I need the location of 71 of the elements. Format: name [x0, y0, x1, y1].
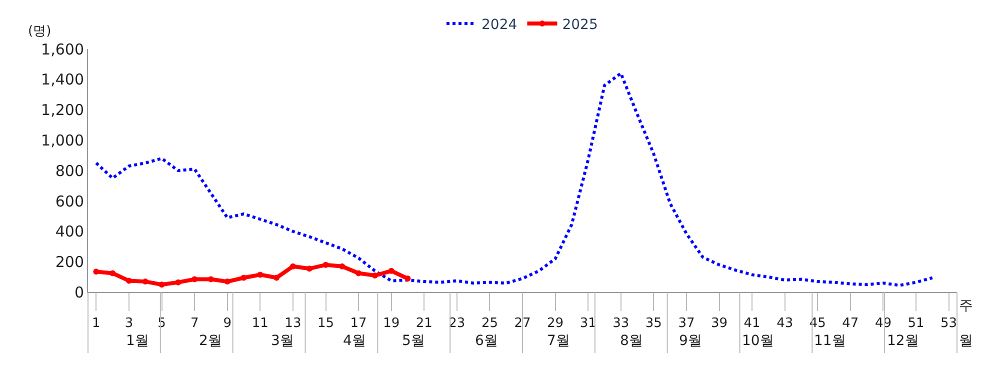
x-tick-label: 51 — [908, 316, 924, 331]
text: 7월 — [547, 333, 570, 349]
x-tick-label: 31 — [580, 316, 596, 331]
y-axis-title: (명) — [28, 24, 52, 39]
x-tick-label: 53 — [940, 316, 958, 331]
point — [322, 262, 329, 268]
x-tick-label: 11 — [252, 316, 268, 331]
point — [126, 278, 132, 284]
point — [93, 268, 100, 275]
text: 11월 — [814, 333, 846, 349]
y-tick-label: 1,200 — [41, 101, 84, 120]
point — [404, 276, 411, 282]
legend-label: 2025 — [562, 16, 598, 33]
line-series — [94, 72, 934, 287]
text: 9월 — [679, 333, 702, 349]
x-tick-label: 49 — [874, 316, 892, 331]
x-tick-label: 3 — [124, 316, 134, 331]
y-tick-label: 800 — [55, 162, 84, 180]
x-tick-label: 47 — [842, 316, 859, 331]
x-tick-label: 43 — [776, 316, 794, 331]
point — [356, 270, 362, 276]
x-tick-label: 35 — [645, 316, 662, 331]
x-tick-label: 27 — [514, 316, 531, 331]
x-axis-title: 주 — [959, 298, 973, 314]
y-tick-label: 1,400 — [41, 70, 84, 89]
point — [306, 266, 312, 272]
x-tick-label: 15 — [317, 316, 334, 331]
x-tick-label: 25 — [481, 316, 498, 331]
point — [110, 270, 116, 276]
text: 10월 — [742, 333, 774, 349]
x-tick-label: 41 — [744, 316, 760, 331]
point — [388, 268, 394, 274]
y-tick-label: 0 — [74, 283, 84, 302]
text: 3월 — [271, 333, 294, 349]
x-tick-label: 7 — [190, 316, 199, 331]
legend-label: 2024 — [482, 16, 518, 33]
y-tick-label: 400 — [55, 222, 84, 241]
x-tick-label: 39 — [710, 316, 728, 331]
x-tick-label: 29 — [547, 316, 564, 331]
point — [175, 279, 182, 286]
x2-axis-title: 월 — [959, 333, 973, 349]
point — [274, 274, 280, 281]
y-tick-label: 1,600 — [41, 40, 84, 58]
x-tick-label: 23 — [448, 316, 466, 331]
x-tick-label: 37 — [678, 316, 695, 331]
point — [240, 274, 247, 281]
point — [192, 276, 198, 282]
point — [208, 276, 214, 282]
text: 8월 — [620, 333, 643, 349]
y-tick-label: 600 — [55, 192, 84, 210]
text: 12월 — [887, 333, 919, 349]
point — [290, 263, 296, 270]
x-tick-label: 33 — [612, 316, 630, 331]
point — [224, 278, 230, 285]
x-tick-label: 1 — [92, 316, 100, 331]
text: 2월 — [199, 333, 222, 349]
text: 5월 — [402, 333, 425, 349]
x-tick-label: 17 — [350, 316, 367, 331]
x-tick-label: 19 — [383, 316, 400, 331]
point — [158, 282, 165, 288]
text: 6월 — [475, 333, 498, 349]
x-tick-label: 45 — [809, 316, 826, 331]
x-tick-label: 13 — [284, 316, 302, 331]
text: 1월 — [126, 333, 149, 349]
x-tick-label: 9 — [223, 316, 232, 331]
text: 4월 — [343, 333, 366, 349]
y-tick-label: 200 — [55, 253, 84, 272]
point — [257, 272, 264, 278]
y-tick-label: 1,000 — [41, 131, 84, 150]
point — [339, 263, 346, 270]
x-tick-label: 21 — [416, 316, 432, 331]
